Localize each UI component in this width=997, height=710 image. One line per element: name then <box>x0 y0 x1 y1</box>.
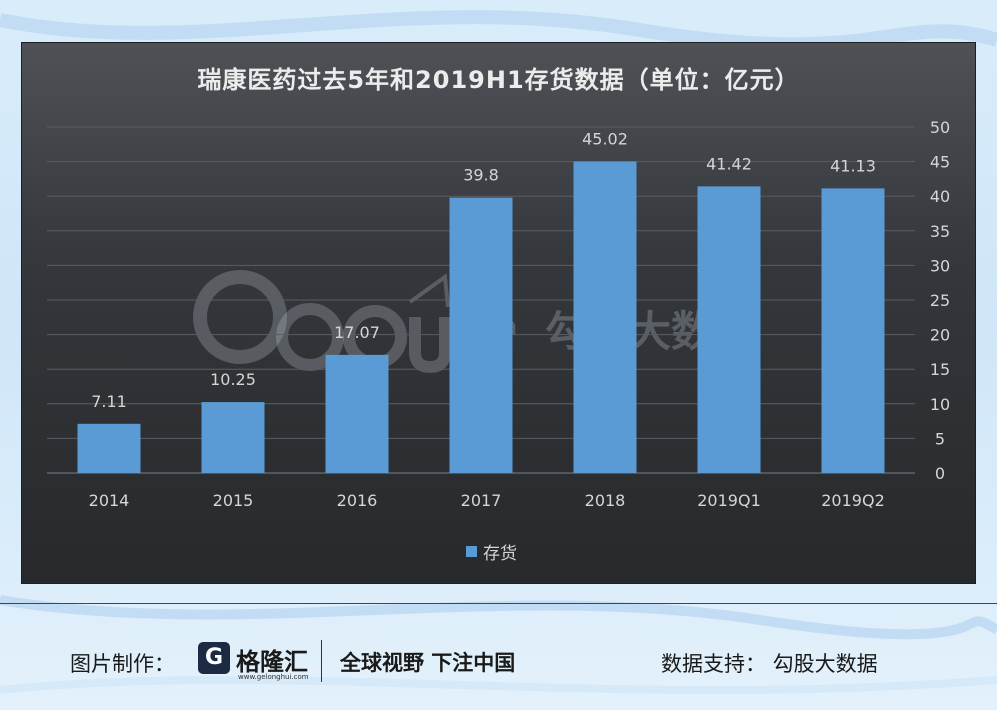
x-tick-label-2016: 2016 <box>337 491 378 510</box>
value-label-2019Q1: 41.42 <box>706 154 752 173</box>
data-support: 数据支持： 勾股大数据 <box>661 652 878 676</box>
x-tick-label-2015: 2015 <box>213 491 254 510</box>
bar-2018 <box>573 161 637 473</box>
chart-title: 瑞康医药过去5年和2019H1存货数据（单位：亿元） <box>197 66 800 94</box>
x-tick-label-2014: 2014 <box>89 491 130 510</box>
value-label-2019Q2: 41.13 <box>830 156 876 175</box>
brand-logo-icon <box>198 642 230 674</box>
y-tick-label: 35 <box>930 222 950 241</box>
x-tick-label-2019Q2: 2019Q2 <box>821 491 885 510</box>
y-tick-label: 30 <box>930 256 950 275</box>
bar-2016 <box>325 354 389 473</box>
y-tick-label: 15 <box>930 360 950 379</box>
y-tick-label: 10 <box>930 395 950 414</box>
brand-name: 格隆汇 <box>236 648 308 676</box>
bar-2019Q1 <box>697 186 761 473</box>
y-tick-label: 50 <box>930 118 950 137</box>
legend-swatch <box>466 546 477 557</box>
value-label-2018: 45.02 <box>582 129 628 148</box>
legend: 存货 <box>466 539 517 564</box>
brand-logo-letter: G <box>204 645 224 670</box>
x-tick-labels: 2014 2015 2016 2017 2018 2019Q1 2019Q2 <box>89 491 885 510</box>
y-tick-label: 45 <box>930 153 950 172</box>
value-label-2016: 17.07 <box>334 323 380 342</box>
bars <box>77 161 885 474</box>
slogan: 全球视野 下注中国 <box>340 651 516 675</box>
legend-label: 存货 <box>483 544 517 564</box>
made-by-label: 图片制作： <box>70 652 175 676</box>
y-tick-label: 25 <box>930 291 950 310</box>
bar-2014 <box>77 423 141 473</box>
y-tick-labels: 0 5 10 15 20 25 30 35 40 45 50 <box>930 118 950 483</box>
bar-2017 <box>449 197 513 474</box>
bar-2019Q2 <box>821 188 885 473</box>
x-tick-label-2018: 2018 <box>585 491 626 510</box>
value-labels: 7.11 10.25 17.07 39.8 45.02 41.42 41.13 <box>91 129 876 410</box>
value-label-2015: 10.25 <box>210 370 256 389</box>
y-tick-label: 5 <box>935 429 945 448</box>
y-tick-label: 0 <box>935 464 945 483</box>
x-tick-label-2017: 2017 <box>461 491 502 510</box>
y-tick-label: 40 <box>930 187 950 206</box>
footer-divider <box>0 603 997 604</box>
value-label-2017: 39.8 <box>463 166 499 185</box>
x-tick-label-2019Q1: 2019Q1 <box>697 491 761 510</box>
footer-separator <box>321 640 322 682</box>
y-tick-label: 20 <box>930 326 950 345</box>
brand-url: www.gelonghui.com <box>238 673 309 681</box>
value-label-2014: 7.11 <box>91 392 127 411</box>
bar-2015 <box>201 402 265 473</box>
